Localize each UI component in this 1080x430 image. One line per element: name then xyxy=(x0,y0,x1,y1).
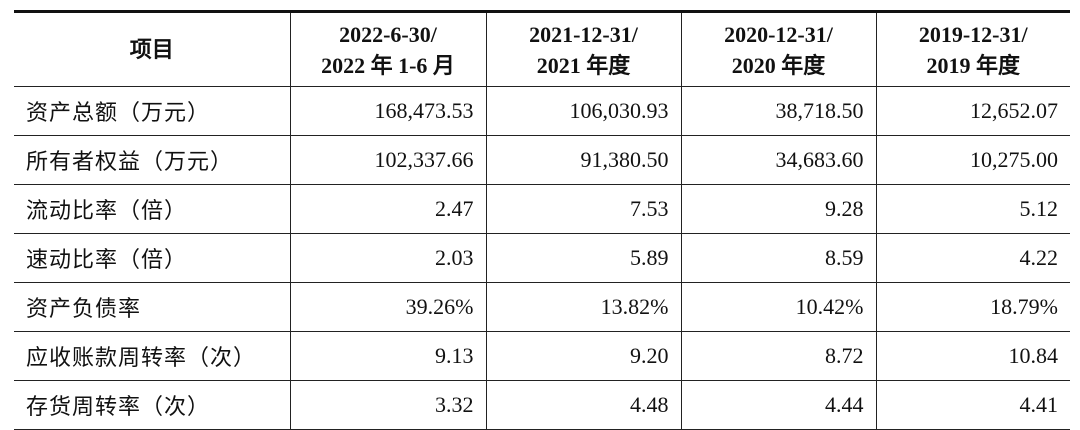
value-cell: 10.84 xyxy=(875,331,1070,381)
value-cell: 7.53 xyxy=(485,184,682,234)
header-text: 2021-12-31/ xyxy=(529,21,638,47)
value-cell: 9.28 xyxy=(680,184,877,234)
value-cell: 34,683.60 xyxy=(680,135,877,185)
header-text: 2020-12-31/ xyxy=(724,21,833,47)
table-body: 项目 2022-6-30/2022 年 1-6 月 2021-12-31/2021 … xyxy=(14,10,1070,430)
value-cell: 4.44 xyxy=(680,380,877,430)
value-cell: 38,718.50 xyxy=(680,86,877,136)
value-cell: 10.42% xyxy=(680,282,877,332)
row-label: 应收账款周转率（次） xyxy=(14,331,291,381)
value-cell: 3.32 xyxy=(289,380,487,430)
header-text: 2020 年度 xyxy=(731,52,826,78)
table-row: 资产负债率 39.26% 13.82% 10.42% 18.79% xyxy=(14,282,1070,332)
value-cell: 10,275.00 xyxy=(875,135,1070,185)
table-row: 速动比率（倍） 2.03 5.89 8.59 4.22 xyxy=(14,233,1070,283)
value-cell: 5.89 xyxy=(485,233,682,283)
value-cell: 8.59 xyxy=(680,233,877,283)
value-cell: 4.41 xyxy=(875,380,1070,430)
value-cell: 106,030.93 xyxy=(485,86,682,136)
value-cell: 9.13 xyxy=(289,331,487,381)
value-cell: 102,337.66 xyxy=(289,135,487,185)
value-cell: 2.47 xyxy=(289,184,487,234)
table-row: 应收账款周转率（次） 9.13 9.20 8.72 10.84 xyxy=(14,331,1070,381)
header-cell: 2019-12-31/2019 年度 xyxy=(875,10,1070,87)
row-label: 速动比率（倍） xyxy=(14,233,291,283)
row-label: 流动比率（倍） xyxy=(14,184,291,234)
table-row: 资产总额（万元） 168,473.53 106,030.93 38,718.50 12,… xyxy=(14,86,1070,136)
header-row: 项目 2022-6-30/2022 年 1-6 月 2021-12-31/2021 … xyxy=(14,10,1070,87)
row-label: 资产总额（万元） xyxy=(14,86,291,136)
value-cell: 4.48 xyxy=(485,380,682,430)
header-text: 项目 xyxy=(129,37,174,62)
header-cell: 项目 xyxy=(14,10,291,87)
data-table: 项目 2022-6-30/2022 年 1-6 月 2021-12-31/2021 … xyxy=(14,10,1070,430)
header-text: 2019 年度 xyxy=(926,52,1020,78)
header-text: 2022 年 1-6 月 xyxy=(321,52,455,78)
header-text: 2019-12-31/ xyxy=(918,21,1028,47)
row-label: 所有者权益（万元） xyxy=(14,135,291,185)
row-label: 资产负债率 xyxy=(14,282,291,332)
row-label: 存货周转率（次） xyxy=(14,380,291,430)
header-cell: 2022-6-30/2022 年 1-6 月 xyxy=(289,10,487,87)
value-cell: 4.22 xyxy=(875,233,1070,283)
header-cell: 2021-12-31/2021 年度 xyxy=(485,10,682,87)
value-cell: 9.20 xyxy=(485,331,682,381)
value-cell: 5.12 xyxy=(875,184,1070,234)
table-row: 流动比率（倍） 2.47 7.53 9.28 5.12 xyxy=(14,184,1070,234)
table-row: 存货周转率（次） 3.32 4.48 4.44 4.41 xyxy=(14,380,1070,430)
value-cell: 91,380.50 xyxy=(485,135,682,185)
value-cell: 39.26% xyxy=(289,282,487,332)
value-cell: 13.82% xyxy=(485,282,682,332)
header-cell: 2020-12-31/2020 年度 xyxy=(680,10,877,87)
value-cell: 18.79% xyxy=(875,282,1070,332)
header-text: 2022-6-30/ xyxy=(339,21,437,47)
header-text: 2021 年度 xyxy=(536,52,631,78)
value-cell: 2.03 xyxy=(289,233,487,283)
value-cell: 8.72 xyxy=(680,331,877,381)
table-row: 所有者权益（万元） 102,337.66 91,380.50 34,683.60 10,… xyxy=(14,135,1070,185)
value-cell: 12,652.07 xyxy=(875,86,1070,136)
value-cell: 168,473.53 xyxy=(289,86,487,136)
